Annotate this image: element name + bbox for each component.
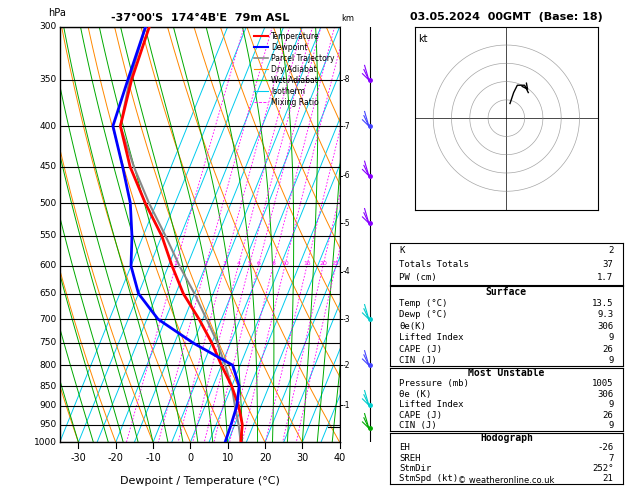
Text: 9: 9 <box>608 356 613 365</box>
Text: -6: -6 <box>343 171 350 180</box>
Text: 1000: 1000 <box>34 438 57 447</box>
Text: -20: -20 <box>108 452 124 463</box>
Text: K: K <box>399 246 404 255</box>
Text: SREH: SREH <box>399 453 421 463</box>
Text: -4: -4 <box>343 267 350 276</box>
Text: 4: 4 <box>237 261 240 266</box>
Text: 1: 1 <box>174 261 177 266</box>
Text: 1005: 1005 <box>592 379 613 388</box>
Text: 750: 750 <box>40 338 57 347</box>
Text: 550: 550 <box>40 231 57 241</box>
Text: 20: 20 <box>259 452 271 463</box>
Text: -1: -1 <box>343 400 350 410</box>
Text: θe(K): θe(K) <box>399 322 426 331</box>
Text: 850: 850 <box>40 382 57 391</box>
Text: 7: 7 <box>608 453 613 463</box>
Text: -5: -5 <box>343 219 350 227</box>
Text: 26: 26 <box>603 411 613 420</box>
Text: 30: 30 <box>296 452 308 463</box>
Text: 9: 9 <box>608 421 613 430</box>
Text: -2: -2 <box>343 361 350 370</box>
Text: LCL: LCL <box>341 424 353 431</box>
Text: Hodograph: Hodograph <box>480 433 533 443</box>
Text: -3: -3 <box>343 314 350 324</box>
Text: 600: 600 <box>40 261 57 270</box>
Text: Pressure (mb): Pressure (mb) <box>399 379 469 388</box>
Text: 900: 900 <box>40 401 57 410</box>
Text: -30: -30 <box>70 452 86 463</box>
Text: 25: 25 <box>332 261 340 266</box>
Text: 0: 0 <box>187 452 194 463</box>
Text: 950: 950 <box>40 420 57 429</box>
Text: km: km <box>341 14 354 22</box>
Text: 400: 400 <box>40 122 57 131</box>
Text: 40: 40 <box>333 452 346 463</box>
Text: 306: 306 <box>598 322 613 331</box>
Text: kt: kt <box>418 34 428 44</box>
Text: 252°: 252° <box>592 464 613 473</box>
Text: Temp (°C): Temp (°C) <box>399 299 448 308</box>
Text: 300: 300 <box>40 22 57 31</box>
Text: StmDir: StmDir <box>399 464 431 473</box>
Text: StmSpd (kt): StmSpd (kt) <box>399 474 459 483</box>
Text: 700: 700 <box>40 314 57 324</box>
Text: 15: 15 <box>303 261 311 266</box>
Text: 6: 6 <box>257 261 260 266</box>
Text: PW (cm): PW (cm) <box>399 274 437 282</box>
Text: EH: EH <box>399 443 410 452</box>
Text: 500: 500 <box>40 199 57 208</box>
Text: Dewpoint / Temperature (°C): Dewpoint / Temperature (°C) <box>120 475 280 486</box>
Text: 20: 20 <box>319 261 327 266</box>
Text: 450: 450 <box>40 162 57 171</box>
Text: -26: -26 <box>598 443 613 452</box>
Text: ASL: ASL <box>340 0 355 2</box>
Legend: Temperature, Dewpoint, Parcel Trajectory, Dry Adiabat, Wet Adiabat, Isotherm, Mi: Temperature, Dewpoint, Parcel Trajectory… <box>252 31 336 108</box>
Text: CIN (J): CIN (J) <box>399 421 437 430</box>
Text: -37°00'S  174°4B'E  79m ASL: -37°00'S 174°4B'E 79m ASL <box>111 13 289 22</box>
Text: 13.5: 13.5 <box>592 299 613 308</box>
Text: Totals Totals: Totals Totals <box>399 260 469 269</box>
Text: θe (K): θe (K) <box>399 390 431 399</box>
Text: hPa: hPa <box>48 8 67 18</box>
Text: CIN (J): CIN (J) <box>399 356 437 365</box>
Text: -10: -10 <box>145 452 161 463</box>
Text: 03.05.2024  00GMT  (Base: 18): 03.05.2024 00GMT (Base: 18) <box>410 12 603 22</box>
Text: Dewp (°C): Dewp (°C) <box>399 311 448 319</box>
Text: 10: 10 <box>221 452 234 463</box>
Text: 306: 306 <box>598 390 613 399</box>
Text: Surface: Surface <box>486 287 527 297</box>
Text: -8: -8 <box>343 75 350 85</box>
Text: 21: 21 <box>603 474 613 483</box>
Text: CAPE (J): CAPE (J) <box>399 345 442 354</box>
Text: -7: -7 <box>343 122 350 131</box>
Text: Lifted Index: Lifted Index <box>399 400 464 409</box>
Text: 8: 8 <box>271 261 275 266</box>
Text: 2: 2 <box>204 261 208 266</box>
Text: Lifted Index: Lifted Index <box>399 333 464 342</box>
Text: 26: 26 <box>603 345 613 354</box>
Text: 5: 5 <box>247 261 251 266</box>
Text: 800: 800 <box>40 361 57 370</box>
Text: 9: 9 <box>608 333 613 342</box>
Text: 37: 37 <box>603 260 613 269</box>
Text: © weatheronline.co.uk: © weatheronline.co.uk <box>458 476 555 485</box>
Text: 10: 10 <box>281 261 289 266</box>
Text: 650: 650 <box>40 289 57 298</box>
Text: Mixing Ratio (g/kg): Mixing Ratio (g/kg) <box>359 195 368 274</box>
Text: 350: 350 <box>40 75 57 85</box>
Text: 3: 3 <box>223 261 226 266</box>
Text: 1.7: 1.7 <box>598 274 613 282</box>
Text: 9: 9 <box>608 400 613 409</box>
Text: Most Unstable: Most Unstable <box>468 368 545 378</box>
Text: 9.3: 9.3 <box>598 311 613 319</box>
Text: CAPE (J): CAPE (J) <box>399 411 442 420</box>
Text: 2: 2 <box>608 246 613 255</box>
